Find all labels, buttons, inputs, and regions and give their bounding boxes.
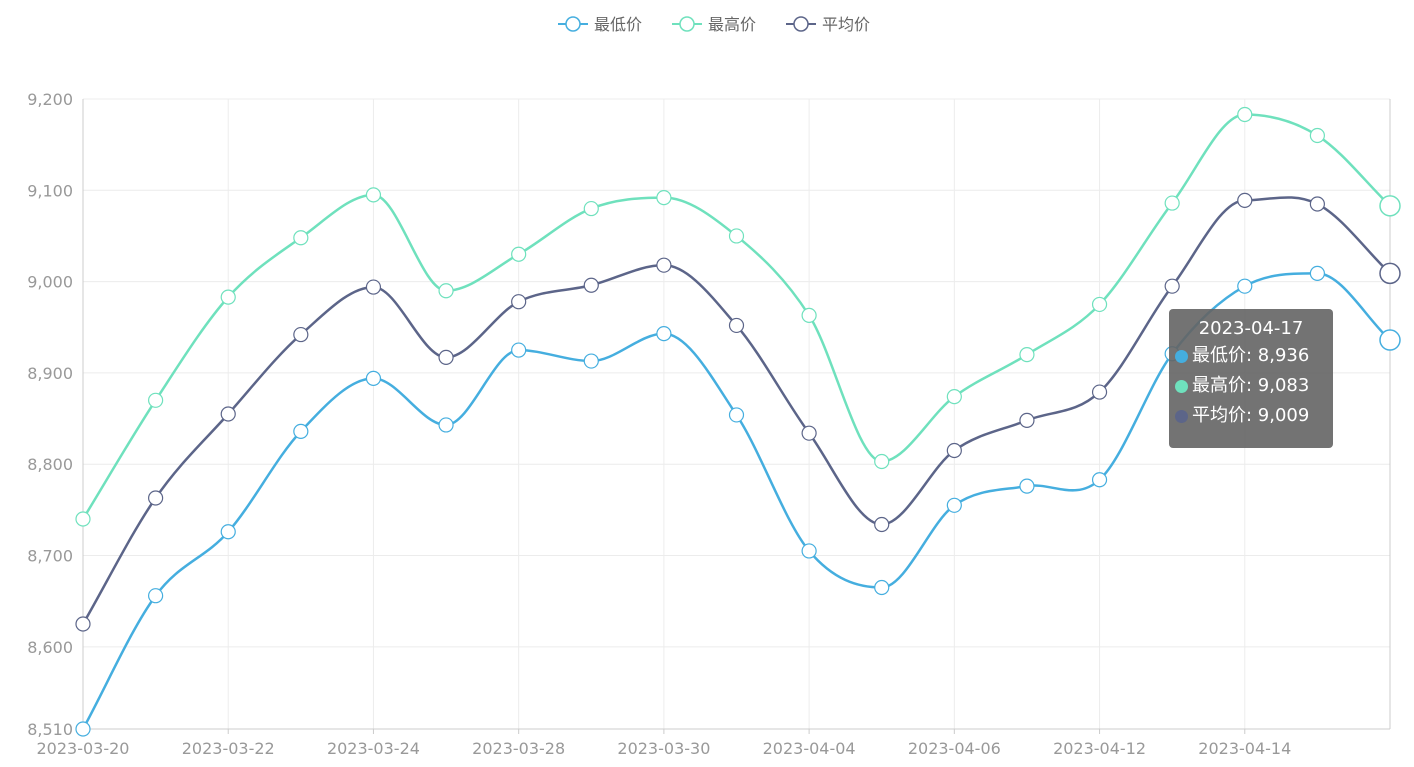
data-point-high[interactable] xyxy=(1309,127,1325,144)
data-point-low[interactable] xyxy=(148,588,164,604)
data-point-avg[interactable] xyxy=(874,516,890,533)
tooltip-dot-high xyxy=(1175,379,1188,393)
tooltip-label-low: 最低价: 8,936 xyxy=(1192,345,1310,366)
data-point-low[interactable] xyxy=(365,370,382,386)
data-point-avg[interactable] xyxy=(220,406,236,422)
data-point-avg[interactable] xyxy=(1237,192,1253,208)
data-point-high[interactable] xyxy=(293,230,309,246)
data-point-high[interactable] xyxy=(656,190,672,206)
data-point-low[interactable] xyxy=(220,524,236,540)
legend-item-high[interactable]: 最高价 xyxy=(672,15,756,34)
legend-item-avg[interactable]: 平均价 xyxy=(786,15,870,34)
data-point-high[interactable] xyxy=(365,187,382,203)
x-tick-label: 2023-03-30 xyxy=(617,739,710,758)
tooltip-row-avg: 平均价: 9,009 xyxy=(1175,401,1327,431)
data-point-avg[interactable] xyxy=(365,279,382,295)
x-tick-label: 2023-03-20 xyxy=(37,739,130,758)
legend-circle-icon xyxy=(679,16,695,32)
data-point-avg[interactable] xyxy=(728,317,745,334)
data-point-avg[interactable] xyxy=(1091,384,1108,400)
x-tick-label: 2023-03-22 xyxy=(182,739,275,758)
data-point-avg[interactable] xyxy=(511,294,527,310)
tooltip-title: 2023-04-17 xyxy=(1198,318,1304,339)
data-point-low[interactable] xyxy=(1237,278,1253,294)
data-point-high[interactable] xyxy=(438,283,454,299)
data-point-low[interactable] xyxy=(946,497,962,513)
tooltip-dot-avg xyxy=(1175,409,1188,423)
data-point-low[interactable] xyxy=(1379,329,1401,351)
data-point-high[interactable] xyxy=(728,228,745,244)
data-point-low[interactable] xyxy=(511,342,527,358)
x-tick-label: 2023-04-14 xyxy=(1198,739,1291,758)
tooltip-row-high: 最高价: 9,083 xyxy=(1175,371,1327,401)
data-point-high[interactable] xyxy=(1164,195,1180,211)
legend-circle-icon xyxy=(565,16,581,32)
y-tick-label: 9,000 xyxy=(27,273,73,292)
chart-tooltip: 2023-04-17 最低价: 8,936 最高价: 9,083 平均价: 9,… xyxy=(1169,309,1333,448)
tooltip-row-low: 最低价: 8,936 xyxy=(1175,341,1327,371)
data-point-avg[interactable] xyxy=(75,616,91,632)
y-tick-label: 8,600 xyxy=(27,638,73,657)
data-point-low[interactable] xyxy=(583,353,599,369)
data-point-high[interactable] xyxy=(1091,296,1108,313)
legend-label: 最高价 xyxy=(708,15,756,34)
y-tick-label: 9,100 xyxy=(27,181,73,200)
y-tick-label: 8,900 xyxy=(27,364,73,383)
data-point-low[interactable] xyxy=(438,417,454,433)
x-tick-label: 2023-03-28 xyxy=(472,739,565,758)
y-tick-label: 8,800 xyxy=(27,455,73,474)
data-point-low[interactable] xyxy=(656,326,672,342)
data-point-avg[interactable] xyxy=(946,442,962,459)
data-point-low[interactable] xyxy=(801,543,817,559)
data-point-avg[interactable] xyxy=(1019,412,1035,428)
data-point-avg[interactable] xyxy=(583,277,599,293)
legend-item-low[interactable]: 最低价 xyxy=(558,15,642,34)
y-tick-label: 8,510 xyxy=(27,720,73,739)
data-point-low[interactable] xyxy=(1019,478,1035,494)
data-point-low[interactable] xyxy=(293,423,309,439)
data-point-low[interactable] xyxy=(1309,265,1325,281)
legend-label: 最低价 xyxy=(594,15,642,34)
data-point-high[interactable] xyxy=(946,389,962,405)
data-point-avg[interactable] xyxy=(1379,262,1401,285)
data-point-high[interactable] xyxy=(874,453,890,470)
data-point-high[interactable] xyxy=(75,511,91,527)
data-point-high[interactable] xyxy=(220,289,236,305)
data-point-high[interactable] xyxy=(1237,106,1253,123)
series-high xyxy=(75,106,1401,527)
chart-legend: 最低价 最高价 平均价 xyxy=(558,15,870,34)
data-point-high[interactable] xyxy=(1019,347,1035,363)
data-point-low[interactable] xyxy=(728,407,745,423)
data-point-avg[interactable] xyxy=(1164,278,1180,294)
chart-axes: 8,510 8,600 8,700 8,800 8,900 9,000 9,100 9,200… xyxy=(27,90,1391,758)
y-tick-label: 8,700 xyxy=(27,547,73,566)
x-tick-label: 2023-04-06 xyxy=(908,739,1001,758)
data-point-avg[interactable] xyxy=(1309,196,1325,212)
data-point-avg[interactable] xyxy=(656,257,672,273)
x-tick-label: 2023-04-12 xyxy=(1053,739,1146,758)
data-point-high[interactable] xyxy=(148,392,164,408)
tooltip-dot-low xyxy=(1175,349,1188,363)
legend-circle-icon xyxy=(793,16,809,32)
data-point-avg[interactable] xyxy=(148,490,164,506)
tooltip-label-high: 最高价: 9,083 xyxy=(1192,375,1310,396)
x-tick-label: 2023-04-04 xyxy=(763,739,856,758)
data-point-avg[interactable] xyxy=(293,326,309,343)
data-point-low[interactable] xyxy=(75,721,91,737)
data-point-high[interactable] xyxy=(1379,195,1401,217)
data-point-high[interactable] xyxy=(801,307,817,323)
legend-label: 平均价 xyxy=(822,15,870,34)
tooltip-label-avg: 平均价: 9,009 xyxy=(1192,405,1310,426)
data-point-avg[interactable] xyxy=(438,349,454,365)
data-point-high[interactable] xyxy=(511,246,527,262)
series-avg xyxy=(75,192,1401,632)
data-point-low[interactable] xyxy=(1091,472,1108,488)
data-point-low[interactable] xyxy=(874,579,890,596)
data-point-high[interactable] xyxy=(583,200,599,217)
data-point-avg[interactable] xyxy=(801,425,817,441)
y-tick-label: 9,200 xyxy=(27,90,73,109)
x-tick-label: 2023-03-24 xyxy=(327,739,420,758)
